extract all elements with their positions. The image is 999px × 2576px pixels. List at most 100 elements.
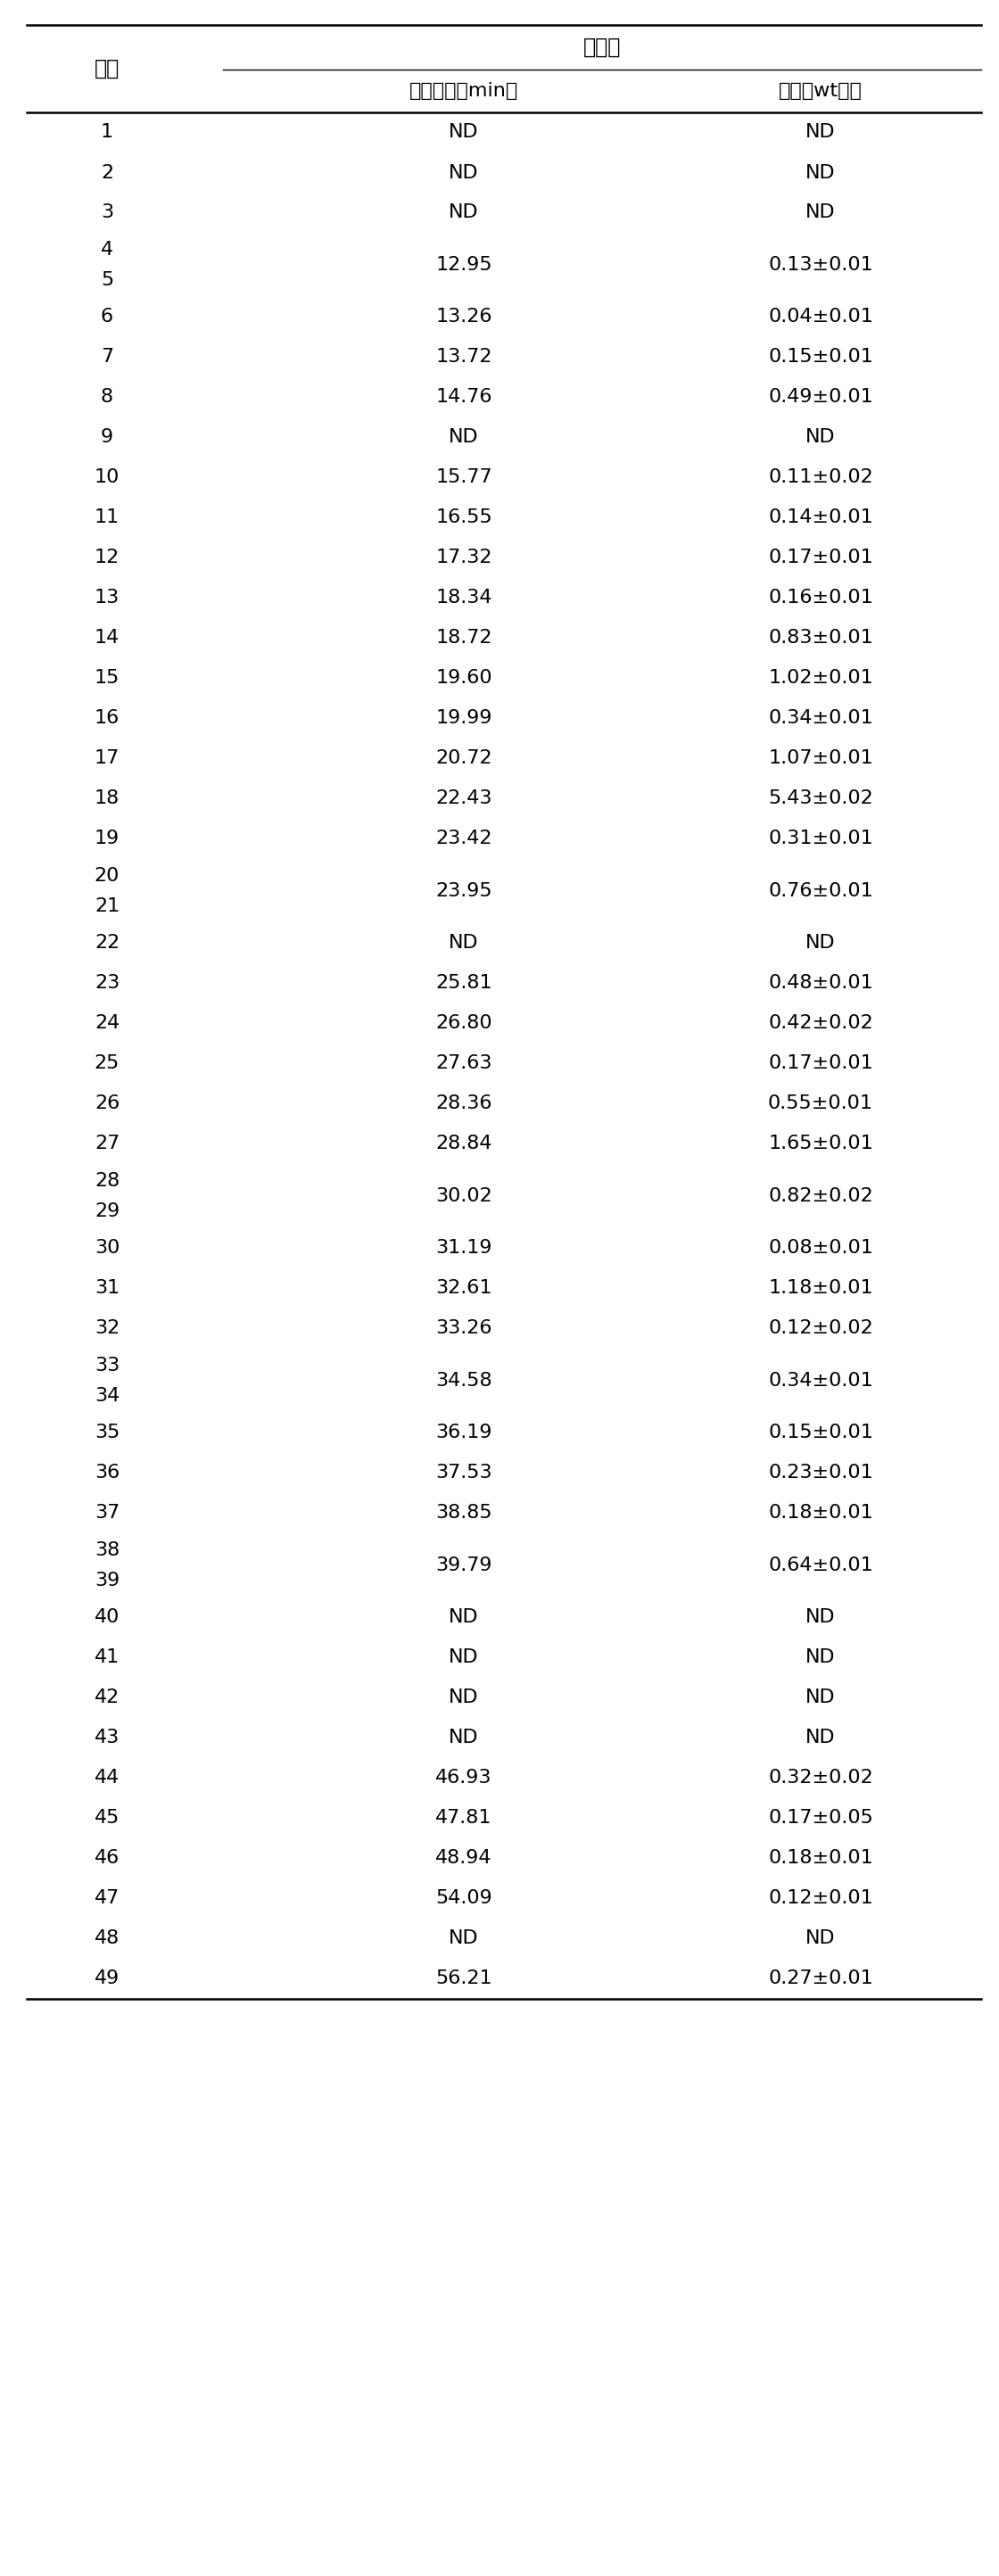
Text: 38.85: 38.85 xyxy=(436,1504,493,1522)
Text: 0.15±0.01: 0.15±0.01 xyxy=(768,348,873,366)
Text: ND: ND xyxy=(449,1690,479,1708)
Text: 1.02±0.01: 1.02±0.01 xyxy=(768,670,873,688)
Text: 36.19: 36.19 xyxy=(436,1425,493,1443)
Text: 0.83±0.01: 0.83±0.01 xyxy=(768,629,873,647)
Text: 0.17±0.01: 0.17±0.01 xyxy=(768,1054,873,1072)
Text: 峰号: 峰号 xyxy=(95,59,120,80)
Text: ND: ND xyxy=(449,1607,479,1625)
Text: 19.99: 19.99 xyxy=(436,708,493,726)
Text: 0.13±0.01: 0.13±0.01 xyxy=(768,255,873,273)
Text: 13.26: 13.26 xyxy=(436,309,493,327)
Text: 28: 28 xyxy=(95,1172,120,1190)
Text: 13.72: 13.72 xyxy=(436,348,493,366)
Text: 5: 5 xyxy=(101,270,114,289)
Text: 17: 17 xyxy=(95,750,120,768)
Text: 35: 35 xyxy=(94,1425,120,1443)
Text: 27.63: 27.63 xyxy=(436,1054,493,1072)
Text: 15.77: 15.77 xyxy=(436,469,493,487)
Text: 0.12±0.02: 0.12±0.02 xyxy=(768,1319,873,1337)
Text: 0.14±0.01: 0.14±0.01 xyxy=(768,510,873,526)
Text: 12.95: 12.95 xyxy=(436,255,493,273)
Text: 44: 44 xyxy=(95,1770,120,1788)
Text: 31: 31 xyxy=(95,1280,120,1298)
Text: ND: ND xyxy=(449,1728,479,1747)
Text: 20.72: 20.72 xyxy=(436,750,493,768)
Text: ND: ND xyxy=(449,204,479,222)
Text: 46.93: 46.93 xyxy=(436,1770,493,1788)
Text: 0.27±0.01: 0.27±0.01 xyxy=(768,1971,873,1989)
Text: 26: 26 xyxy=(95,1095,120,1113)
Text: 24: 24 xyxy=(95,1015,120,1033)
Text: 27: 27 xyxy=(95,1136,120,1154)
Text: 22: 22 xyxy=(95,935,120,953)
Text: 18.72: 18.72 xyxy=(436,629,493,647)
Text: 33: 33 xyxy=(95,1358,120,1376)
Text: 46: 46 xyxy=(95,1850,120,1868)
Text: 20: 20 xyxy=(94,868,120,886)
Text: 36: 36 xyxy=(95,1463,120,1481)
Text: 保留时间（min）: 保留时间（min） xyxy=(410,82,518,100)
Text: ND: ND xyxy=(449,1649,479,1667)
Text: 16: 16 xyxy=(95,708,120,726)
Text: 0.55±0.01: 0.55±0.01 xyxy=(768,1095,873,1113)
Text: 0.08±0.01: 0.08±0.01 xyxy=(768,1239,873,1257)
Text: 42: 42 xyxy=(95,1690,120,1708)
Text: 34: 34 xyxy=(95,1386,120,1404)
Text: ND: ND xyxy=(805,165,835,180)
Text: 38: 38 xyxy=(95,1540,120,1558)
Text: 49: 49 xyxy=(95,1971,120,1989)
Text: ND: ND xyxy=(805,935,835,953)
Text: 0.31±0.01: 0.31±0.01 xyxy=(768,829,873,848)
Text: 0.12±0.01: 0.12±0.01 xyxy=(768,1891,873,1906)
Text: 0.82±0.02: 0.82±0.02 xyxy=(768,1188,873,1206)
Text: 45: 45 xyxy=(94,1808,120,1826)
Text: 0.48±0.01: 0.48±0.01 xyxy=(768,974,873,992)
Text: 0.16±0.01: 0.16±0.01 xyxy=(768,590,873,608)
Text: 31.19: 31.19 xyxy=(436,1239,493,1257)
Text: ND: ND xyxy=(805,124,835,142)
Text: 1.18±0.01: 1.18±0.01 xyxy=(768,1280,873,1298)
Text: 17.32: 17.32 xyxy=(436,549,493,567)
Text: 含量（wt％）: 含量（wt％） xyxy=(779,82,862,100)
Text: 23: 23 xyxy=(95,974,120,992)
Text: 26.80: 26.80 xyxy=(436,1015,493,1033)
Text: 32: 32 xyxy=(95,1319,120,1337)
Text: 0.23±0.01: 0.23±0.01 xyxy=(768,1463,873,1481)
Text: 18: 18 xyxy=(95,791,120,809)
Text: ND: ND xyxy=(805,1728,835,1747)
Text: 4: 4 xyxy=(101,242,113,260)
Text: 14: 14 xyxy=(95,629,120,647)
Text: 37.53: 37.53 xyxy=(436,1463,493,1481)
Text: 23.95: 23.95 xyxy=(436,881,493,899)
Text: 48.94: 48.94 xyxy=(436,1850,493,1868)
Text: 0.76±0.01: 0.76±0.01 xyxy=(768,881,873,899)
Text: 0.18±0.01: 0.18±0.01 xyxy=(768,1504,873,1522)
Text: 0.49±0.01: 0.49±0.01 xyxy=(768,389,873,407)
Text: 3: 3 xyxy=(101,204,113,222)
Text: 25: 25 xyxy=(94,1054,120,1072)
Text: 0.04±0.01: 0.04±0.01 xyxy=(768,309,873,327)
Text: 13: 13 xyxy=(95,590,120,608)
Text: 22.43: 22.43 xyxy=(436,791,493,809)
Text: 41: 41 xyxy=(95,1649,120,1667)
Text: 18.34: 18.34 xyxy=(436,590,493,608)
Text: 28.84: 28.84 xyxy=(436,1136,493,1154)
Text: ND: ND xyxy=(449,935,479,953)
Text: 16.55: 16.55 xyxy=(436,510,493,526)
Text: ND: ND xyxy=(805,1607,835,1625)
Text: 15: 15 xyxy=(94,670,120,688)
Text: 28.36: 28.36 xyxy=(436,1095,493,1113)
Text: 1.65±0.01: 1.65±0.01 xyxy=(768,1136,873,1154)
Text: 54.09: 54.09 xyxy=(436,1891,493,1906)
Text: 47: 47 xyxy=(95,1891,120,1906)
Text: 5.43±0.02: 5.43±0.02 xyxy=(768,791,873,809)
Text: 6: 6 xyxy=(101,309,113,327)
Text: 32.61: 32.61 xyxy=(436,1280,493,1298)
Text: 48: 48 xyxy=(95,1929,120,1947)
Text: 30.02: 30.02 xyxy=(436,1188,493,1206)
Text: ND: ND xyxy=(449,1929,479,1947)
Text: 0.64±0.01: 0.64±0.01 xyxy=(768,1556,873,1574)
Text: 21: 21 xyxy=(95,896,120,914)
Text: ND: ND xyxy=(449,428,479,446)
Text: 40: 40 xyxy=(94,1607,120,1625)
